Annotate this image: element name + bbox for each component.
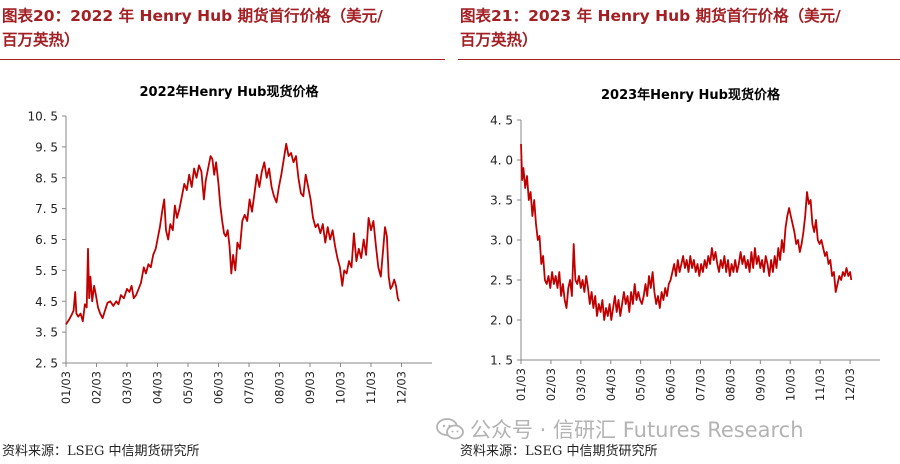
wechat-icon (436, 418, 464, 440)
x-tick-label: 05/03 (181, 371, 195, 404)
y-tick-label: 7. 5 (35, 202, 58, 216)
y-tick-label: 3. 5 (35, 326, 58, 340)
x-tick-label: 04/03 (151, 371, 165, 404)
price-series-line (520, 143, 853, 321)
title-rule-2023 (458, 59, 900, 60)
figure-title-2023-line1: 图表21：2023 年 Henry Hub 期货首行价格（美元/ (460, 7, 841, 25)
x-tick-label: 06/03 (212, 371, 226, 404)
x-tick-label: 07/03 (242, 371, 256, 404)
x-tick-label: 12/03 (843, 368, 857, 401)
x-tick-label: 12/03 (395, 371, 409, 404)
source-note-2022: 资料来源：LSEG 中信期货研究所 (2, 444, 200, 459)
price-series-line (65, 142, 400, 325)
x-tick-label: 06/03 (664, 368, 678, 401)
x-tick-label: 10/03 (334, 371, 348, 404)
x-tick-label: 09/03 (753, 368, 767, 401)
figure-title-2023-line2: 百万英热） (460, 31, 538, 49)
figure-title-2022-line1: 图表20：2022 年 Henry Hub 期货首行价格（美元/ (2, 7, 383, 25)
x-tick-label: 04/03 (604, 368, 618, 401)
figure-panel-2023: 图表21：2023 年 Henry Hub 期货首行价格（美元/ 百万英热） 2… (458, 0, 900, 464)
y-tick-label: 2. 5 (490, 274, 513, 288)
y-tick-label: 6. 5 (35, 233, 58, 247)
y-tick-label: 4. 0 (490, 154, 513, 168)
chart-title: 2023年Henry Hub现货价格 (601, 87, 781, 103)
y-tick-label: 4. 5 (35, 295, 58, 309)
y-tick-label: 10. 5 (27, 110, 58, 124)
y-tick-label: 8. 5 (35, 171, 58, 185)
x-tick-label: 03/03 (120, 371, 134, 404)
y-tick-label: 9. 5 (35, 140, 58, 154)
figure-panel-2022: 图表20：2022 年 Henry Hub 期货首行价格（美元/ 百万英热） 2… (0, 0, 445, 464)
y-tick-label: 3. 5 (490, 194, 513, 208)
watermark-text: 公众号 · 信研汇 Futures Research (470, 418, 804, 442)
y-tick-label: 2. 0 (490, 314, 513, 328)
x-tick-label: 11/03 (813, 368, 827, 401)
x-tick-label: 08/03 (273, 371, 287, 404)
title-rule-2022 (0, 59, 445, 60)
x-tick-label: 07/03 (694, 368, 708, 401)
x-tick-label: 08/03 (723, 368, 737, 401)
y-tick-label: 2. 5 (35, 357, 58, 371)
x-tick-label: 09/03 (303, 371, 317, 404)
source-note-2023: 资料来源：LSEG 中信期货研究所 (460, 444, 658, 459)
chart-title: 2022年Henry Hub现货价格 (140, 84, 320, 100)
figure-title-2022: 图表20：2022 年 Henry Hub 期货首行价格（美元/ 百万英热） (2, 4, 383, 52)
x-tick-label: 01/03 (514, 368, 528, 401)
y-tick-label: 3. 0 (490, 234, 513, 248)
y-tick-label: 4. 5 (490, 114, 513, 128)
watermark: 公众号 · 信研汇 Futures Research (436, 414, 804, 444)
x-tick-label: 02/03 (544, 368, 558, 401)
chart-2023: 2023年Henry Hub现货价格 1. 5 2. 0 2. 5 3. 0 3. 5 4.… (490, 87, 880, 401)
chart-2022: 2022年Henry Hub现货价格 2. 5 3. 5 4. 5 5. 5 6. 5 7.… (27, 84, 432, 404)
x-tick-label: 02/03 (90, 371, 104, 404)
x-tick-label: 05/03 (634, 368, 648, 401)
x-tick-label: 10/03 (783, 368, 797, 401)
x-tick-label: 11/03 (364, 371, 378, 404)
x-tick-label: 01/03 (59, 371, 73, 404)
y-tick-label: 1. 5 (490, 354, 513, 368)
y-tick-label: 5. 5 (35, 264, 58, 278)
x-tick-label: 03/03 (574, 368, 588, 401)
figure-title-2022-line2: 百万英热） (2, 31, 80, 49)
figure-title-2023: 图表21：2023 年 Henry Hub 期货首行价格（美元/ 百万英热） (460, 4, 841, 52)
